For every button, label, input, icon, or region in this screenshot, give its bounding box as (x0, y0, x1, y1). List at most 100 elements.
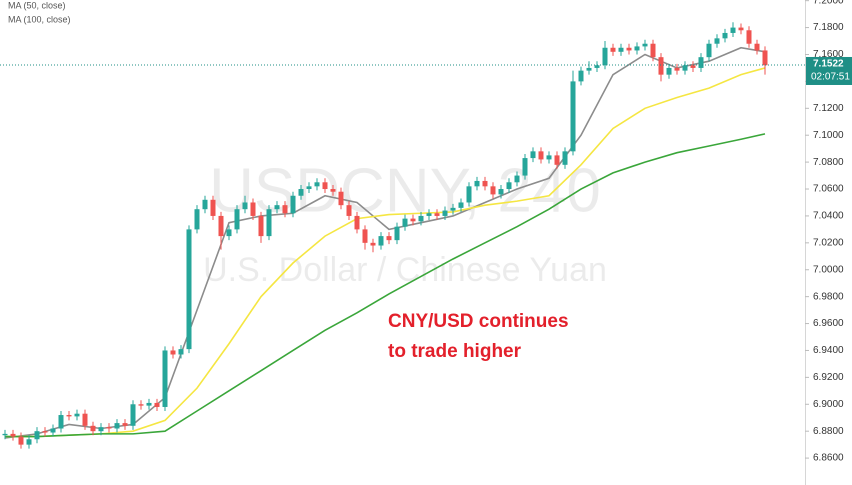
candle-body (138, 404, 144, 406)
candle-body (274, 205, 280, 210)
legend-entry: MA (50, close) (8, 0, 66, 10)
candle-body (426, 213, 432, 216)
y-tick-label: 7.1200 (813, 103, 844, 114)
candle-body (514, 175, 520, 183)
candle-body (466, 186, 472, 203)
candle-body (722, 32, 728, 39)
candle-body (554, 155, 560, 165)
candle-body (634, 46, 640, 51)
candle-body (538, 151, 544, 160)
candle-body (194, 209, 200, 230)
candle-body (682, 65, 688, 71)
candle-body (330, 189, 336, 192)
candle-body (530, 151, 536, 159)
candle-body (442, 210, 448, 216)
candle-body (18, 436, 24, 445)
y-tick-label: 6.9200 (813, 372, 844, 383)
candle-body (570, 81, 576, 152)
candle-body (42, 431, 48, 433)
candle-body (666, 67, 672, 75)
candle-body (26, 439, 32, 445)
candle-body (66, 415, 72, 417)
candle-body (746, 30, 752, 44)
y-tick-label: 6.8800 (813, 426, 844, 437)
candle-body (394, 226, 400, 241)
y-tick-label: 7.1600 (813, 49, 844, 60)
y-tick-label: 7.1800 (813, 22, 844, 33)
candle-body (546, 155, 552, 160)
y-tick-label: 7.1000 (813, 130, 844, 141)
candle-body (162, 350, 168, 407)
candle-body (522, 158, 528, 176)
y-tick-label: 7.0600 (813, 184, 844, 195)
candle-body (578, 70, 584, 82)
candle-body (170, 350, 176, 355)
last-price-label: 7.1522 (813, 59, 844, 70)
candle-body (458, 202, 464, 208)
candle-body (738, 27, 744, 31)
candle-body (130, 404, 136, 426)
candle-body (714, 38, 720, 44)
candle-body (618, 47, 624, 52)
annotation: CNY/USD continues (388, 311, 569, 332)
candle-body (610, 47, 616, 52)
candle-body (282, 205, 288, 214)
y-tick-label: 7.2000 (813, 0, 844, 6)
y-tick-label: 6.9600 (813, 318, 844, 329)
candle-body (186, 229, 192, 350)
watermark-subtitle: U.S. Dollar / Chinese Yuan (203, 251, 607, 289)
candle-body (594, 65, 600, 68)
candle-body (98, 427, 104, 432)
candle-body (106, 427, 112, 429)
candle-body (434, 213, 440, 216)
candle-body (82, 413, 88, 426)
candle-body (122, 423, 128, 426)
candle-body (50, 428, 56, 433)
candle-body (418, 215, 424, 222)
legend-entry: MA (100, close) (8, 14, 71, 24)
candle-body (506, 182, 512, 190)
candle-body (34, 431, 40, 440)
candle-body (626, 47, 632, 51)
candle-body (362, 229, 368, 243)
candle-body (218, 215, 224, 237)
candle-body (658, 57, 664, 75)
last-price-box (806, 56, 852, 85)
candle-body (258, 215, 264, 237)
candle-body (674, 67, 680, 71)
candle-body (370, 242, 376, 246)
candle-body (474, 180, 480, 187)
candle-body (314, 182, 320, 187)
ma-line (5, 67, 766, 438)
candle-body (386, 236, 392, 241)
candle-body (114, 423, 120, 429)
candle-body (338, 191, 344, 206)
candle-body (450, 207, 456, 211)
candle-body (250, 202, 256, 216)
y-tick-label: 6.9000 (813, 399, 844, 410)
y-tick-label: 6.8600 (813, 453, 844, 464)
annotation: to trade higher (388, 341, 522, 362)
candle-body (482, 180, 488, 187)
ma-line (5, 133, 766, 438)
candle-body (762, 50, 768, 66)
y-tick-label: 6.9400 (813, 345, 844, 356)
candle-body (410, 218, 416, 222)
candle-body (298, 189, 304, 196)
candle-body (10, 433, 16, 437)
candle-body (322, 182, 328, 190)
candle-body (154, 402, 160, 407)
y-tick-label: 6.9800 (813, 291, 844, 302)
candle-body (306, 186, 312, 190)
candle-body (234, 209, 240, 230)
candle-body (242, 202, 248, 210)
y-tick-label: 7.0400 (813, 211, 844, 222)
candle-body (642, 43, 648, 47)
candle-body (730, 27, 736, 33)
candle-body (602, 47, 608, 66)
candle-body (586, 67, 592, 71)
candle-body (562, 151, 568, 165)
candle-body (290, 195, 296, 214)
